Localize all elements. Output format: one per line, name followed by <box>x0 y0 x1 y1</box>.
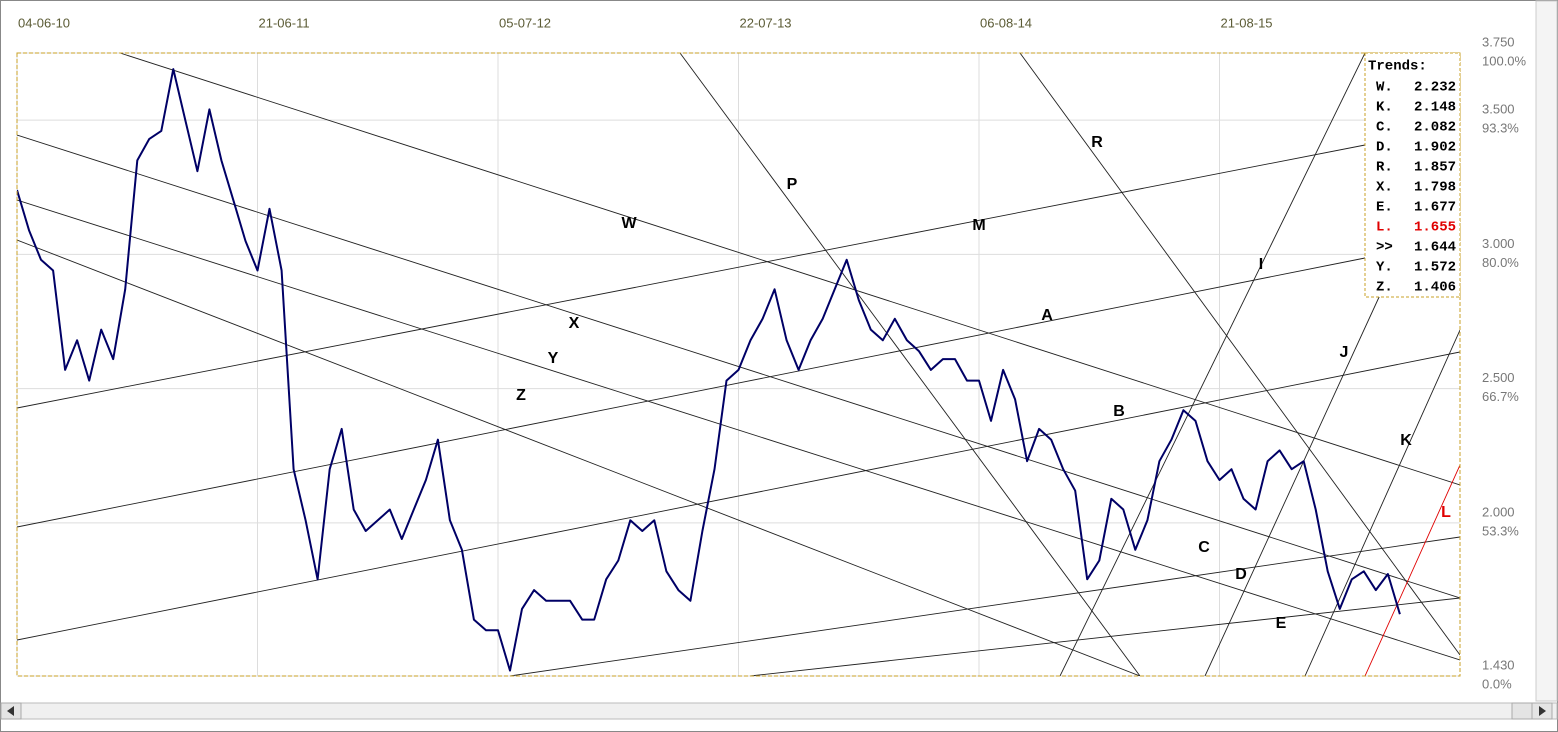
trend-line <box>749 597 1460 676</box>
trend-line-label: W <box>621 215 637 232</box>
y-tick-pct: 0.0% <box>1482 676 1512 691</box>
trend-line <box>119 53 1460 486</box>
scroll-thumb[interactable] <box>1511 702 1533 720</box>
y-tick-label: 2.000 <box>1482 504 1515 519</box>
scroll-track[interactable] <box>0 702 1558 720</box>
trend-line <box>17 134 1460 599</box>
y-tick-label: 1.430 <box>1482 657 1515 672</box>
trend-line <box>679 53 1141 676</box>
trend-value: 1.798 <box>1414 180 1456 196</box>
trend-name: D. <box>1376 140 1393 156</box>
trend-line-label: D <box>1235 566 1247 583</box>
y-tick-pct: 100.0% <box>1482 53 1527 68</box>
trend-name: W. <box>1376 80 1393 96</box>
y-tick-label: 3.000 <box>1482 236 1515 251</box>
x-tick-label: 04-06-10 <box>18 15 70 30</box>
arrow-right <box>1539 706 1546 716</box>
x-tick-label: 22-07-13 <box>740 15 792 30</box>
trend-line-label: B <box>1113 403 1125 420</box>
trend-line <box>1019 53 1460 656</box>
trend-line-label: J <box>1340 344 1349 361</box>
trend-name: C. <box>1376 120 1393 136</box>
trend-value: 1.857 <box>1414 160 1456 176</box>
trend-value: 1.677 <box>1414 200 1456 216</box>
trend-line-label: K <box>1400 432 1412 449</box>
trend-name: X. <box>1376 180 1393 196</box>
y-tick-pct: 93.3% <box>1482 121 1519 136</box>
trend-line-label: E <box>1276 615 1287 632</box>
trend-line-label: Y <box>548 350 559 367</box>
trend-name: K. <box>1376 100 1393 116</box>
trend-value: 1.644 <box>1414 240 1456 256</box>
y-tick-label: 2.500 <box>1482 370 1515 385</box>
x-tick-label: 05-07-12 <box>499 15 551 30</box>
trend-name: E. <box>1376 200 1393 216</box>
x-tick-label: 21-08-15 <box>1221 15 1273 30</box>
trends-list: W. 2.232 K. 2.148 C. 2.082 D. 1.902 R. 1.857 X. 1.7… <box>1376 80 1456 296</box>
trend-line-label: M <box>972 217 985 234</box>
trend-line-label: X <box>569 315 580 332</box>
side-panel <box>1535 0 1558 702</box>
x-tick-label: 06-08-14 <box>980 15 1032 30</box>
trend-line <box>1364 464 1460 676</box>
trend-value: 2.082 <box>1414 120 1456 136</box>
plot-frame <box>16 52 1461 677</box>
trend-value: 1.572 <box>1414 260 1456 276</box>
y-tick-label: 3.500 <box>1482 102 1515 117</box>
trend-line-label: P <box>787 176 798 193</box>
trend-line <box>1304 329 1460 676</box>
trends-box <box>1364 52 1461 298</box>
trend-name: Z. <box>1376 280 1393 296</box>
trend-line <box>1059 53 1366 676</box>
scrollbar[interactable] <box>0 702 1558 720</box>
trend-line-label: Z <box>516 387 526 404</box>
trends-title: Trends: <box>1368 59 1427 75</box>
trend-line <box>17 257 1366 528</box>
trend-line <box>509 536 1460 676</box>
trend-line-label: A <box>1041 307 1053 324</box>
trend-value: 1.406 <box>1414 280 1456 296</box>
trend-line <box>17 351 1460 641</box>
price-line <box>17 68 1401 672</box>
trend-line-label: R <box>1091 134 1103 151</box>
trend-name: Y. <box>1376 260 1393 276</box>
y-tick-pct: 53.3% <box>1482 523 1519 538</box>
trend-name: >> <box>1376 240 1393 256</box>
trend-line <box>1204 294 1381 676</box>
series <box>17 68 1401 672</box>
y-tick-pct: 80.0% <box>1482 255 1519 270</box>
trend-line-label: L <box>1441 504 1451 521</box>
trend-line-label: C <box>1198 539 1210 556</box>
arrow-left <box>7 706 14 716</box>
trend-lines <box>17 53 1460 676</box>
trend-value: 2.232 <box>1414 80 1456 96</box>
trend-name: R. <box>1376 160 1393 176</box>
trend-line <box>17 144 1366 409</box>
trend-value: 1.655 <box>1414 220 1456 236</box>
y-tick-label: 3.750 <box>1482 34 1515 49</box>
trend-name: L. <box>1376 220 1393 236</box>
trend-value: 1.902 <box>1414 140 1456 156</box>
line-labels: P R W M I X A J Y Z B K C L D E <box>516 134 1451 632</box>
trend-line <box>17 239 1141 676</box>
x-tick-label: 21-06-11 <box>259 15 310 30</box>
y-tick-pct: 66.7% <box>1482 389 1519 404</box>
trend-line-label: I <box>1259 256 1263 273</box>
trend-value: 2.148 <box>1414 100 1456 116</box>
trend-line <box>17 199 1460 661</box>
